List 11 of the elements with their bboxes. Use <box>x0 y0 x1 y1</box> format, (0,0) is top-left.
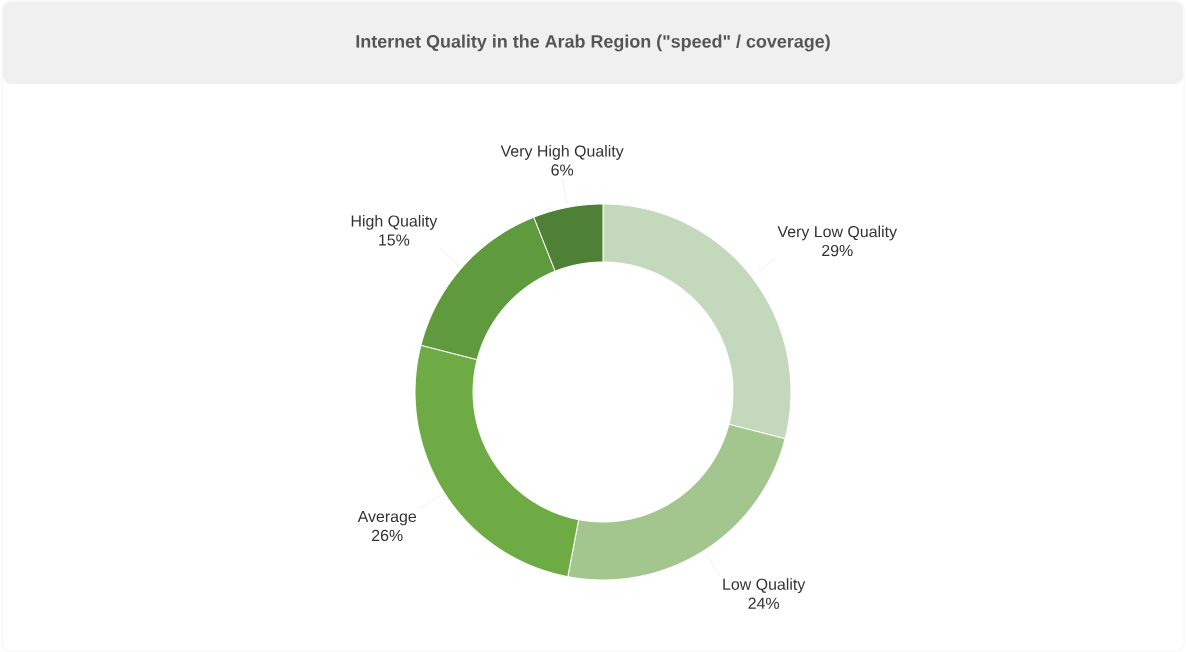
slice-label: Low Quality <box>723 578 806 594</box>
data-label: 15% <box>379 234 410 246</box>
slice-label: Very High Quality <box>500 145 624 160</box>
chart-title: Internet Quality in the Arab Region ("speed" / coverage) <box>356 34 830 52</box>
slice-label: Average <box>357 510 417 526</box>
data-label: 6% <box>551 164 574 176</box>
data-label: 24% <box>748 597 780 609</box>
slice-label: High Quality <box>351 214 438 230</box>
slice-label: Very Low Quality <box>777 225 898 241</box>
data-label: 29% <box>822 244 853 257</box>
data-label: 26% <box>372 529 403 542</box>
